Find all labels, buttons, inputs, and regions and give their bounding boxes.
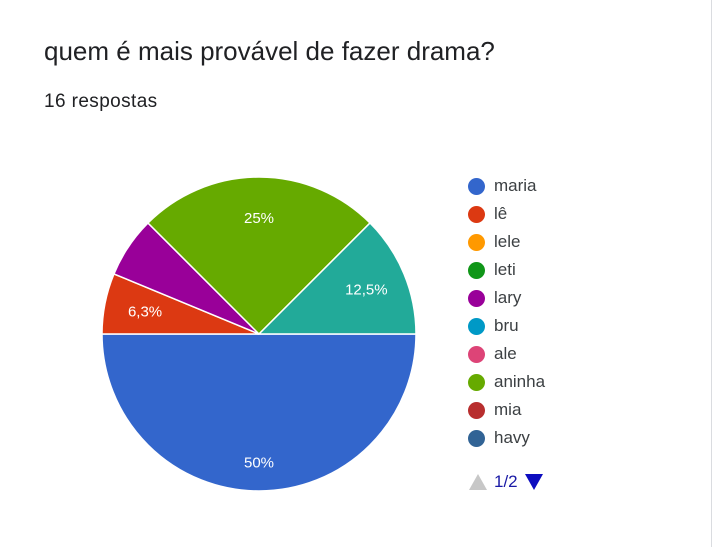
legend-swatch — [468, 289, 485, 307]
legend-item-0: maria — [468, 172, 545, 200]
legend-item-8: mia — [468, 396, 545, 424]
legend-item-1: lê — [468, 200, 545, 228]
slice-label: 50% — [244, 455, 274, 472]
slice-label: 6,3% — [128, 303, 162, 320]
chart-title: quem é mais provável de fazer drama? — [44, 36, 495, 66]
legend-label: mia — [494, 400, 522, 419]
legend-swatch — [468, 317, 485, 335]
triangle-down-icon[interactable] — [524, 474, 543, 490]
slice-label: 25% — [244, 210, 274, 227]
slice-label: 12,5% — [345, 282, 388, 299]
legend-swatch — [468, 177, 485, 195]
legend-item-9: havy — [468, 424, 545, 452]
legend-label: leti — [494, 260, 516, 279]
legend-item-4: lary — [468, 284, 545, 312]
legend-swatch — [468, 429, 485, 447]
legend-label: bru — [494, 316, 519, 335]
legend-pager: 1/2 — [469, 472, 543, 492]
pie-slice-maria[interactable] — [101, 333, 417, 492]
legend-label: havy — [494, 428, 530, 447]
legend-swatch — [468, 373, 485, 391]
legend-item-2: lele — [468, 228, 545, 256]
legend-swatch — [468, 401, 485, 419]
legend-label: aninha — [494, 372, 546, 391]
legend-label: maria — [494, 176, 537, 195]
legend-item-5: bru — [468, 312, 545, 340]
legend-swatch — [468, 205, 485, 223]
legend-label: lary — [494, 288, 522, 307]
legend-swatch — [468, 233, 485, 251]
legend-label: ale — [494, 344, 517, 363]
legend-label: lê — [494, 204, 508, 223]
legend-label: lele — [494, 232, 521, 251]
legend-page-indicator: 1/2 — [494, 472, 518, 491]
triangle-up-icon[interactable] — [469, 474, 487, 490]
legend-item-7: aninha — [468, 368, 545, 396]
legend: maria lê lele leti lary bru ale aninha mia havy — [468, 172, 545, 452]
legend-item-6: ale — [468, 340, 545, 368]
pie-slice-aninha[interactable] — [146, 176, 372, 336]
legend-item-3: leti — [468, 256, 545, 284]
legend-swatch — [468, 261, 485, 279]
pie-slice-other[interactable] — [257, 221, 417, 335]
response-count: 16 respostas — [44, 91, 158, 112]
legend-swatch — [468, 345, 485, 363]
